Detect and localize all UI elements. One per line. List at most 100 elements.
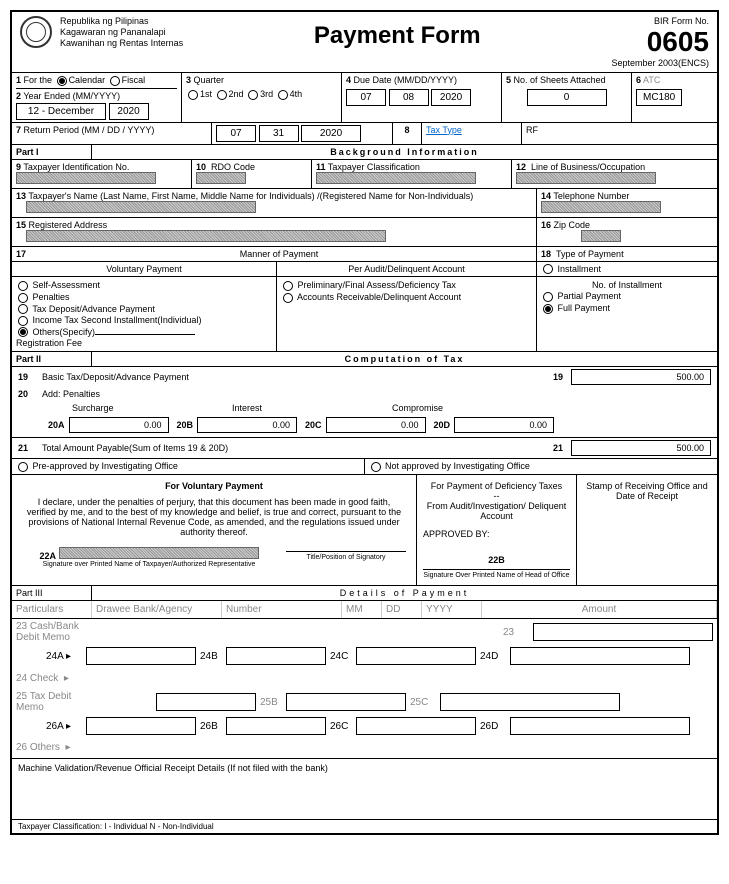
- part3-columns: Particulars Drawee Bank/Agency Number MM…: [12, 601, 717, 619]
- 26a-box[interactable]: [86, 717, 196, 735]
- row-20-labels: Surcharge Interest Compromise: [12, 401, 717, 415]
- reg-fee: Registration Fee: [16, 338, 272, 348]
- year-month[interactable]: 12 - December: [16, 103, 106, 120]
- tin-redacted: [16, 172, 156, 184]
- year-year[interactable]: 2020: [109, 103, 149, 120]
- agency-line1: Republika ng Pilipinas: [60, 16, 183, 27]
- form-header: Republika ng Pilipinas Kagawaran ng Pana…: [12, 12, 717, 73]
- addr-redacted: [26, 230, 386, 242]
- form-no-label: BIR Form No.: [611, 16, 709, 26]
- fiscal-radio[interactable]: [110, 76, 120, 86]
- f20c-val[interactable]: 0.00: [326, 417, 426, 433]
- tax-type-link[interactable]: Tax Type: [426, 125, 462, 135]
- amt-23[interactable]: [533, 623, 713, 641]
- 26d-box[interactable]: [510, 717, 690, 735]
- tel-redacted: [541, 201, 661, 213]
- partial-radio[interactable]: [543, 292, 553, 302]
- rp-dd[interactable]: 31: [259, 125, 299, 142]
- due-date-label: Due Date (MM/DD/YYYY): [354, 75, 458, 85]
- installment-radio[interactable]: [543, 264, 553, 274]
- form-title: Payment Form: [183, 16, 611, 50]
- p3-row-24: 24A ▸ 24B 24C 24D: [12, 645, 717, 667]
- class-redacted: [316, 172, 476, 184]
- year-ended-label: Year Ended (MM/YYYY): [23, 91, 120, 101]
- accounts-radio[interactable]: [283, 293, 293, 303]
- income-tax-radio[interactable]: [18, 316, 28, 326]
- q4-radio[interactable]: [278, 90, 288, 100]
- form-number-block: BIR Form No. 0605 September 2003(ENCS): [611, 16, 709, 68]
- tax-deposit-radio[interactable]: [18, 304, 28, 314]
- p3-row-26: 26A ▸ 26B 26C 26D: [12, 715, 717, 737]
- f20d-val[interactable]: 0.00: [454, 417, 554, 433]
- return-period-label: Return Period (MM / DD / YYYY): [24, 125, 155, 135]
- rdo-redacted: [196, 172, 246, 184]
- 25a-box[interactable]: [156, 693, 256, 711]
- calendar-label: Calendar: [69, 75, 106, 85]
- part2-header: Part II Computation of Tax: [12, 352, 717, 367]
- seal-icon: [20, 16, 52, 48]
- q1-radio[interactable]: [188, 90, 198, 100]
- sig-redacted: [59, 547, 259, 559]
- pre-approved-radio[interactable]: [18, 462, 28, 472]
- part1-header: Part I Background Information: [12, 145, 717, 160]
- row-7-8: 7 Return Period (MM / DD / YYYY) 07 31 2…: [12, 123, 717, 145]
- part3-header-row: Part III Details of Payment: [12, 586, 717, 601]
- 25b-box[interactable]: [286, 693, 406, 711]
- f21-val[interactable]: 500.00: [571, 440, 711, 456]
- tax-type-val: RF: [526, 125, 538, 135]
- agency-block: Republika ng Pilipinas Kagawaran ng Pana…: [60, 16, 183, 48]
- approval-row: Pre-approved by Investigating Office Not…: [12, 459, 717, 475]
- f20b-val[interactable]: 0.00: [197, 417, 297, 433]
- due-mm[interactable]: 07: [346, 89, 386, 106]
- p3-row-26-label: 26 Others ▸: [12, 737, 717, 759]
- fiscal-label: Fiscal: [122, 75, 146, 85]
- row-13-14: 13 Taxpayer's Name (Last Name, First Nam…: [12, 189, 717, 218]
- 26c-box[interactable]: [356, 717, 476, 735]
- q3-radio[interactable]: [248, 90, 258, 100]
- calendar-radio[interactable]: [57, 76, 67, 86]
- row-20-values: 20A 0.00 20B 0.00 20C 0.00 20D 0.00: [12, 415, 717, 438]
- payment-options: Self-Assessment Penalties Tax Deposit/Ad…: [12, 277, 717, 352]
- full-radio[interactable]: [543, 304, 553, 314]
- row-19: 19 Basic Tax/Deposit/Advance Payment 19 …: [12, 367, 717, 387]
- prelim-radio[interactable]: [283, 281, 293, 291]
- zip-redacted: [581, 230, 621, 242]
- due-dd[interactable]: 08: [389, 89, 429, 106]
- form-no: 0605: [611, 26, 709, 58]
- declaration-text: I declare, under the penalties of perjur…: [22, 497, 406, 537]
- part1-bg: Background Information: [92, 145, 717, 159]
- manner-subheader: Voluntary Payment Per Audit/Delinquent A…: [12, 262, 717, 278]
- q2-radio[interactable]: [217, 90, 227, 100]
- row-9-12: 9 Taxpayer Identification No. 10 RDO Cod…: [12, 160, 717, 189]
- 24b-box[interactable]: [226, 647, 326, 665]
- f20a-val[interactable]: 0.00: [69, 417, 169, 433]
- 26b-box[interactable]: [226, 717, 326, 735]
- f19-val[interactable]: 500.00: [571, 369, 711, 385]
- 24d-box[interactable]: [510, 647, 690, 665]
- 25c-box[interactable]: [440, 693, 620, 711]
- row-21: 21 Total Amount Payable(Sum of Items 19 …: [12, 438, 717, 459]
- for-the-label: For the: [24, 75, 53, 85]
- p3-row-24-label: 24 Check ▸: [12, 667, 717, 689]
- p3-row-23: 23 Cash/Bank Debit Memo 23: [12, 619, 717, 645]
- row-15-16: 15 Registered Address 16 Zip Code: [12, 218, 717, 247]
- due-yyyy[interactable]: 2020: [431, 89, 471, 106]
- machine-validation: Machine Validation/Revenue Official Rece…: [12, 759, 717, 819]
- lob-redacted: [516, 172, 656, 184]
- payment-form: Republika ng Pilipinas Kagawaran ng Pana…: [10, 10, 719, 835]
- rp-yyyy[interactable]: 2020: [301, 125, 361, 142]
- sheets-val[interactable]: 0: [527, 89, 607, 106]
- row-1-2: 1 For the Calendar Fiscal 2 Year Ended (…: [12, 73, 717, 123]
- self-assess-radio[interactable]: [18, 281, 28, 291]
- penalties-radio[interactable]: [18, 293, 28, 303]
- row-20: 20 Add: Penalties: [12, 387, 717, 401]
- others-radio[interactable]: [18, 327, 28, 337]
- 24c-box[interactable]: [356, 647, 476, 665]
- 24a-box[interactable]: [86, 647, 196, 665]
- not-approved-radio[interactable]: [371, 462, 381, 472]
- agency-line2: Kagawaran ng Pananalapi: [60, 27, 183, 38]
- sheets-label: No. of Sheets Attached: [514, 75, 606, 85]
- name-redacted: [26, 201, 256, 213]
- rp-mm[interactable]: 07: [216, 125, 256, 142]
- atc-val[interactable]: MC180: [636, 89, 682, 106]
